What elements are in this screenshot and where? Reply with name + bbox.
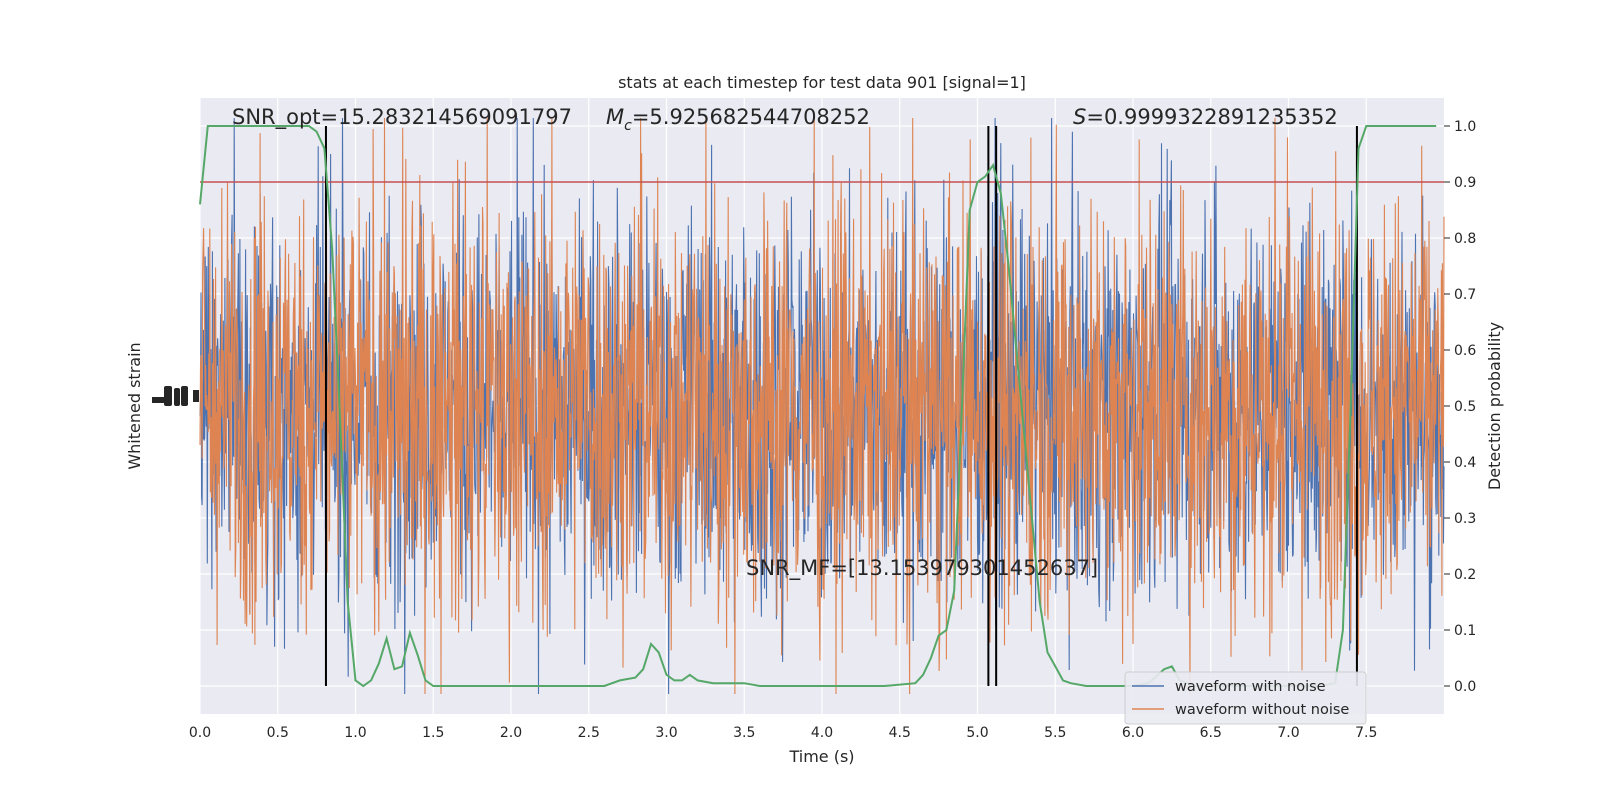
x-tick-label: 6.0: [1122, 725, 1144, 741]
x-tick-label: 6.5: [1200, 725, 1222, 741]
y-tick-label: 0.7: [1454, 287, 1476, 303]
annotation-chirp-mass: Mc=5.925682544708252: [606, 105, 870, 134]
x-tick-label: 1.5: [422, 725, 444, 741]
y-tick-label: 0.5: [1454, 399, 1476, 415]
legend-label-noise: waveform with noise: [1175, 679, 1326, 695]
y-tick-label: 0.3: [1454, 511, 1476, 527]
y-tick-label: 0.0: [1454, 679, 1476, 695]
x-axis-label: Time (s): [788, 747, 854, 766]
y-tick-label: 1.0: [1454, 119, 1476, 135]
legend-box: [1124, 671, 1367, 725]
y-tick-label: 0.8: [1454, 231, 1476, 247]
annotation-s: S=0.9999322891235352: [1073, 105, 1338, 129]
y-tick-label: 0.2: [1454, 567, 1476, 583]
annotation-snr-opt: SNR_opt=15.283214569091797: [232, 105, 572, 130]
x-tick-label: 1.0: [344, 725, 366, 741]
x-tick-label: 2.0: [500, 725, 522, 741]
x-tick-label: 3.0: [655, 725, 677, 741]
legend: waveform with noise waveform without noi…: [1124, 671, 1367, 725]
x-tick-label: 2.5: [578, 725, 600, 741]
y-tick-label: 0.1: [1454, 623, 1476, 639]
x-ticks: 0.0 0.5 1.0 1.5 2.0 2.5 3.0 3.5 4.0 4.5 5.0 5.5 6.0 6…: [189, 725, 1378, 741]
x-tick-label: 4.5: [889, 725, 911, 741]
y-tick-label: 0.4: [1454, 455, 1476, 471]
x-tick-label: 0.5: [267, 725, 289, 741]
x-tick-label: 5.0: [966, 725, 988, 741]
y-ticks: 0.0 0.1 0.2 0.3 0.4 0.5 0.6 0.7 0.8 0.9 1.0: [1444, 119, 1476, 695]
left-axis-tick-cluster: [152, 386, 199, 406]
legend-label-clean: waveform without noise: [1175, 702, 1349, 718]
y-axis-label-right: Detection probability: [1485, 322, 1504, 490]
x-tick-label: 4.0: [811, 725, 833, 741]
y-axis-label-left: Whitened strain: [125, 342, 144, 469]
x-tick-label: 5.5: [1044, 725, 1066, 741]
noise-traces: [199, 117, 1445, 695]
y-tick-label: 0.6: [1454, 343, 1476, 359]
x-tick-label: 3.5: [733, 725, 755, 741]
x-tick-label: 7.5: [1355, 725, 1377, 741]
chart-title: stats at each timestep for test data 901…: [618, 73, 1026, 92]
x-tick-label: 0.0: [189, 725, 211, 741]
annotation-snr-mf: SNR_MF=[13.153979301452637]: [746, 556, 1098, 581]
y-tick-label: 0.9: [1454, 175, 1476, 191]
x-tick-label: 7.0: [1277, 725, 1299, 741]
series-waveform-without-noise: [199, 117, 1445, 695]
